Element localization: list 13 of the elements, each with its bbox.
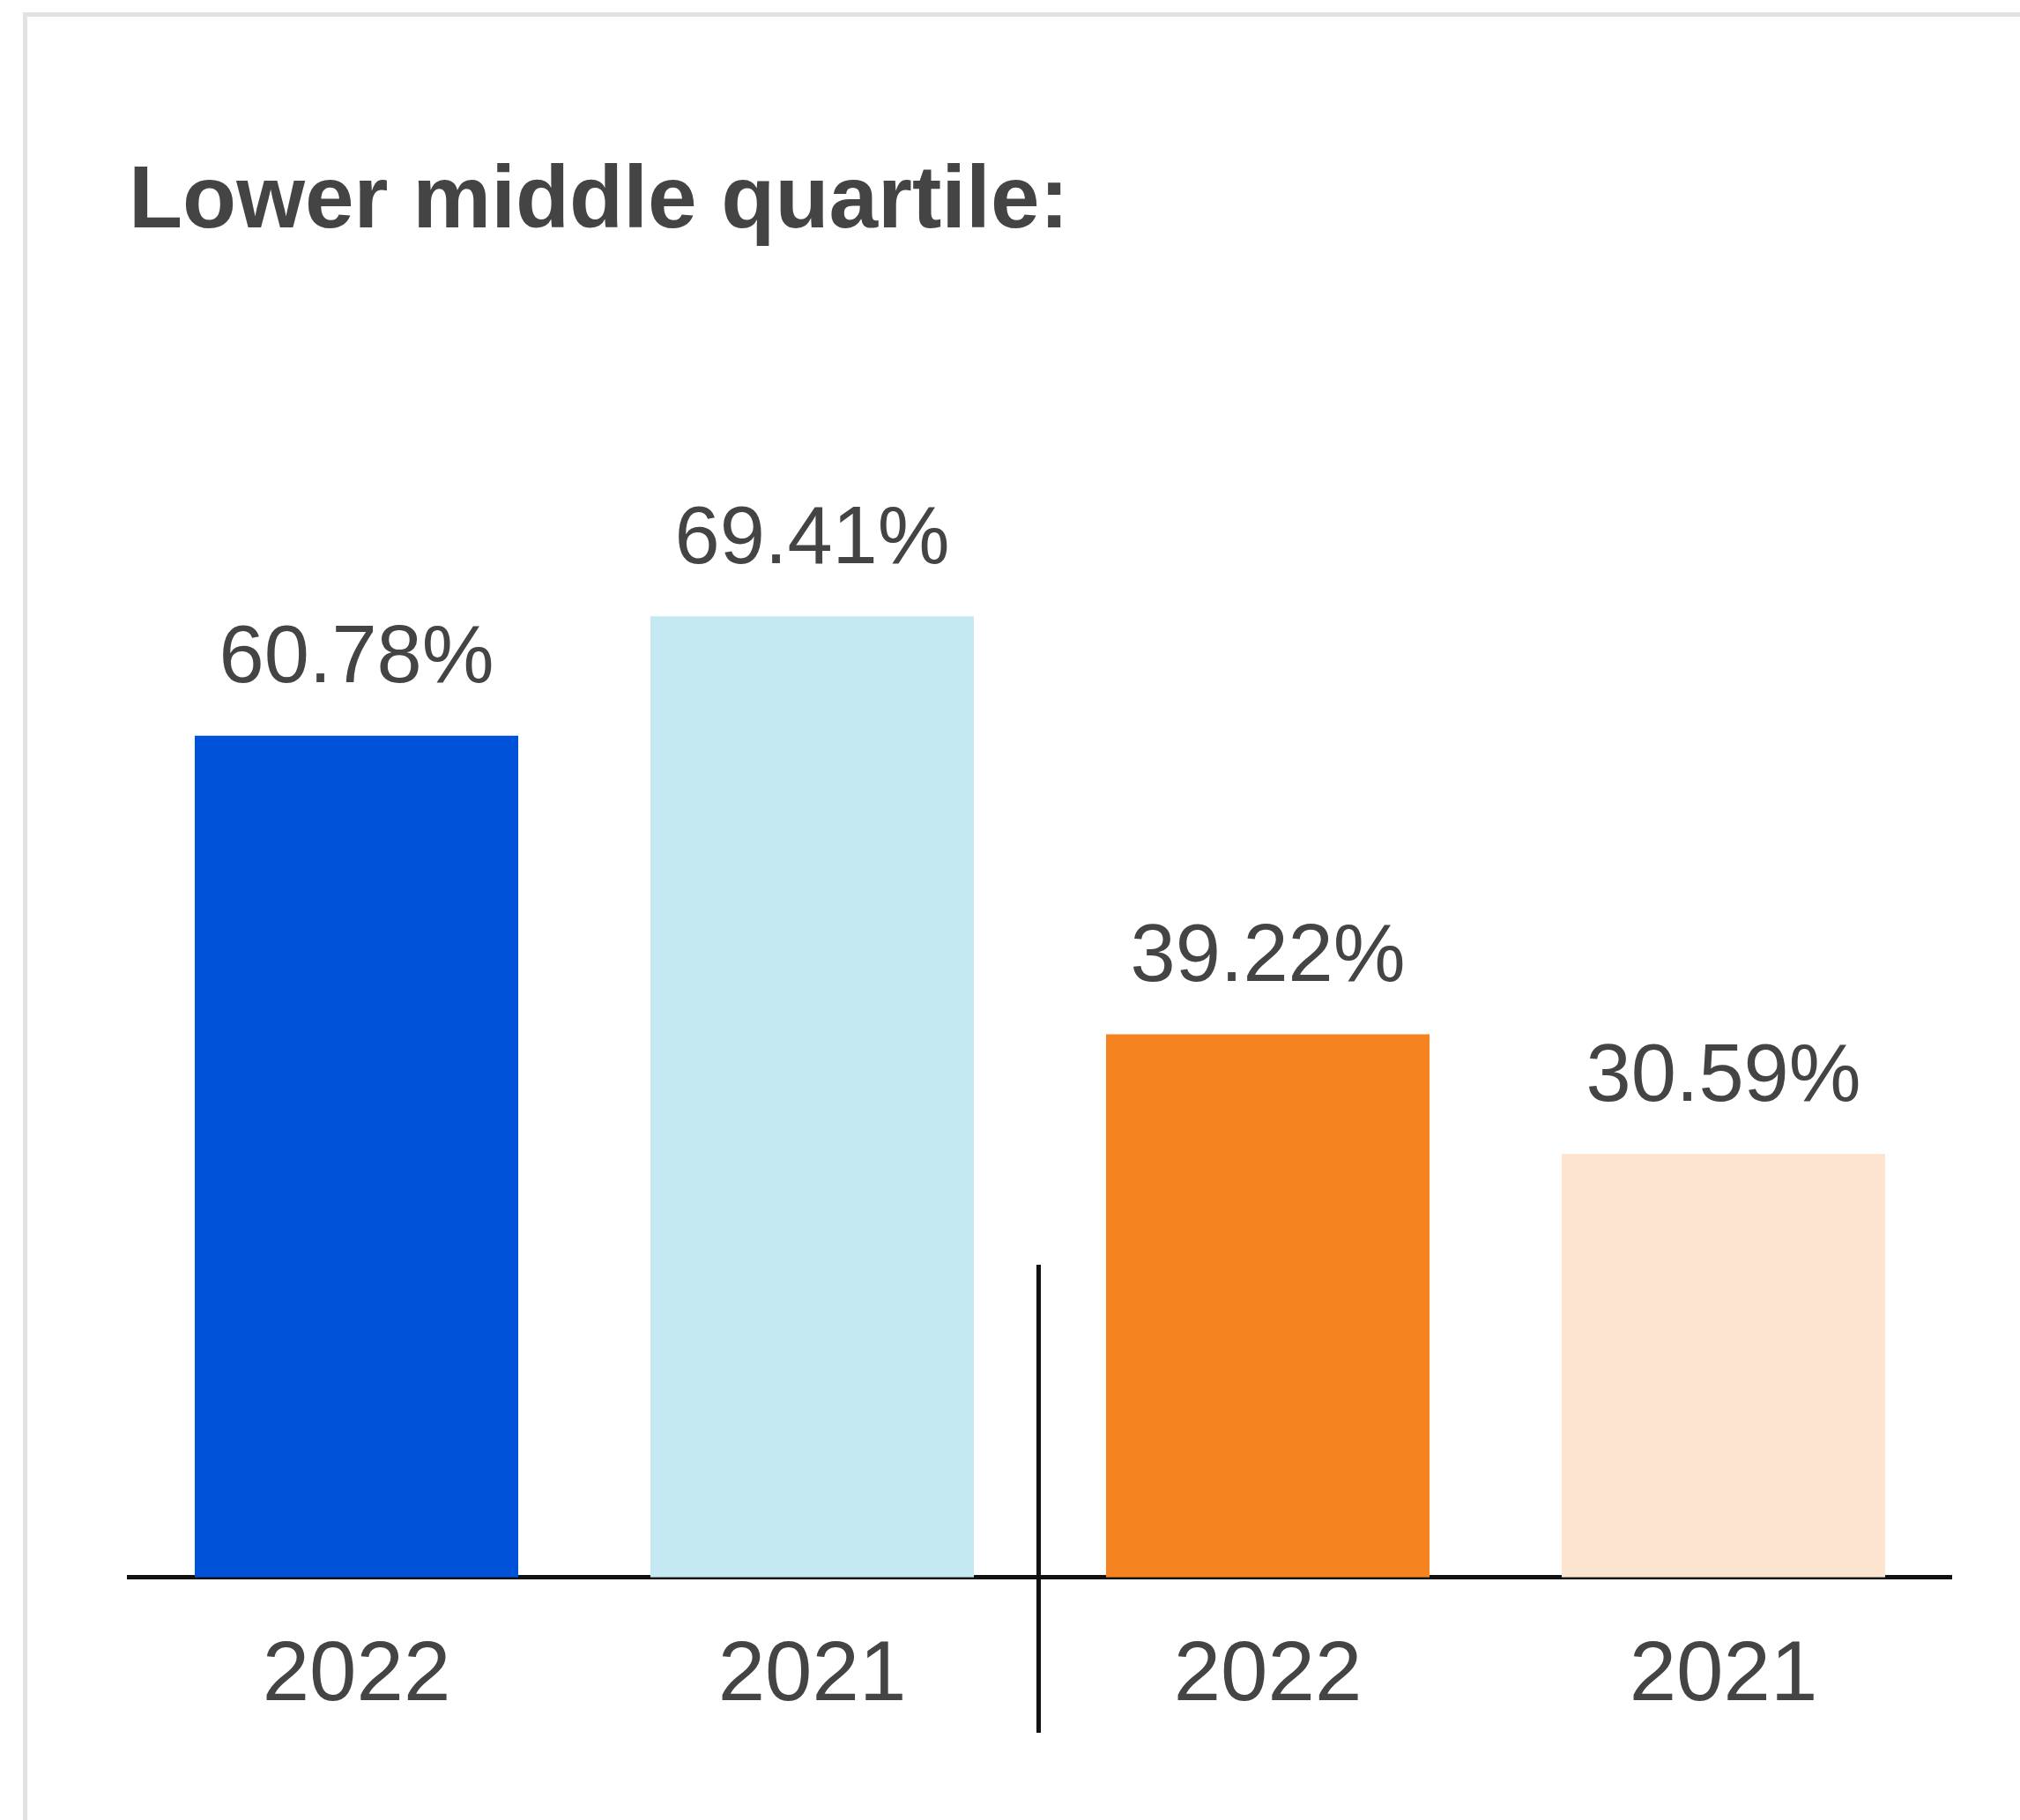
- chart-title: Lower middle quartile:: [129, 146, 1069, 246]
- bar: [194, 735, 519, 1578]
- x-tick-label: 2021: [1629, 1623, 1818, 1718]
- x-tick-label: 2021: [717, 1623, 907, 1718]
- data-label: 60.78%: [219, 609, 494, 700]
- data-label: 30.59%: [1586, 1027, 1861, 1118]
- data-label: 69.41%: [674, 489, 950, 580]
- x-tick-label: 2022: [262, 1623, 451, 1718]
- data-label: 39.22%: [1130, 907, 1406, 998]
- bar: [650, 616, 975, 1578]
- bar: [1105, 1034, 1430, 1578]
- x-tick-label: 2022: [1173, 1623, 1363, 1718]
- bar: [1561, 1154, 1886, 1578]
